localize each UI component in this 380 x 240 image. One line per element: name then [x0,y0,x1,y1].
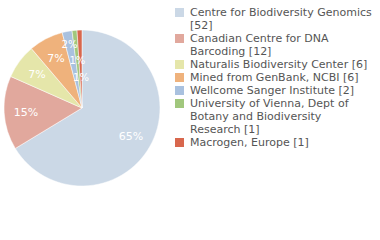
legend-label: Wellcome Sanger Institute [2] [190,84,354,97]
legend-swatch [175,34,184,43]
legend-swatch [175,86,184,95]
legend: Centre for Biodiversity Genomics[52]Cana… [175,6,372,149]
data-label: 7% [47,52,64,65]
legend-swatch [175,99,184,108]
legend-label: Canadian Centre for DNABarcoding [12] [190,32,329,58]
legend-label: University of Vienna, Dept ofBotany and … [190,97,350,136]
slice [77,30,82,108]
data-labels: 65% 15% 7%7% 2% 1% 1% [14,39,143,143]
data-label: 2% [62,39,78,50]
data-label: 1% [73,72,89,83]
legend-label: Mined from GenBank, NCBI [6] [190,71,359,84]
legend-label: Naturalis Biodiversity Center [6] [190,58,367,71]
legend-label: Macrogen, Europe [1] [190,136,309,149]
slice [62,31,82,108]
data-label: 15% [14,106,38,119]
legend-swatch [175,73,184,82]
legend-swatch [175,8,184,17]
slices [4,30,160,186]
chart: 65% 15% 7%7% 2% 1% 1% Centre for Biodiversity … [0,0,380,240]
legend-swatch [175,138,184,147]
legend-label: Centre for Biodiversity Genomics[52] [190,6,372,32]
data-label: 7% [28,68,45,81]
data-label: 1% [69,55,85,66]
data-label: 65% [119,130,143,143]
legend-swatch [175,60,184,69]
